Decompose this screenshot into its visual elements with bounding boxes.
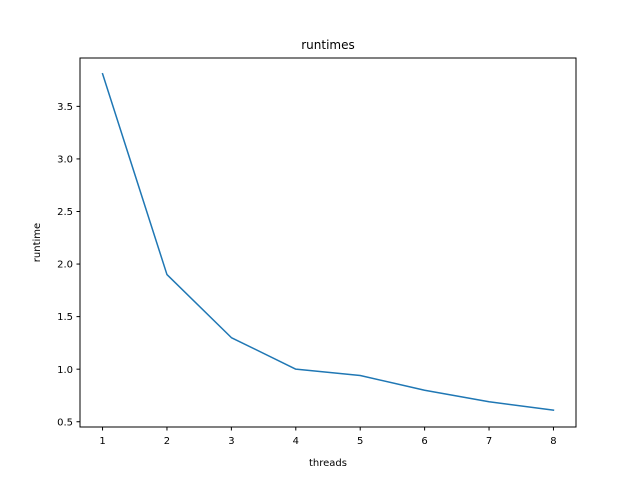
series-line-0 <box>101 72 555 412</box>
chart-title: runtimes <box>301 38 355 52</box>
y-tick-label: 3.5 <box>57 102 73 113</box>
x-axis-label: threads <box>309 458 347 469</box>
x-tick-label: 8 <box>550 436 556 447</box>
axes-frame <box>79 57 577 428</box>
plot-area <box>101 72 555 412</box>
x-tick-label: 7 <box>486 436 492 447</box>
x-tick-label: 4 <box>293 436 299 447</box>
y-tick-label: 0.5 <box>57 417 73 428</box>
y-tick-label: 2.0 <box>57 260 73 271</box>
x-tick-label: 2 <box>164 436 170 447</box>
x-axis: 1 2 3 4 5 6 7 8 <box>99 427 557 447</box>
y-tick-label: 1.5 <box>57 312 73 323</box>
y-tick-label: 3.0 <box>57 155 73 166</box>
x-tick-label: 3 <box>228 436 234 447</box>
x-tick-label: 1 <box>99 436 105 447</box>
x-tick-label: 5 <box>357 436 363 447</box>
y-axis: 0.5 1.0 1.5 2.0 2.5 3.0 3.5 <box>57 102 80 428</box>
y-tick-label: 1.0 <box>57 365 73 376</box>
y-tick-label: 2.5 <box>57 207 73 218</box>
y-axis-label: runtime <box>32 223 43 262</box>
x-tick-label: 6 <box>421 436 427 447</box>
